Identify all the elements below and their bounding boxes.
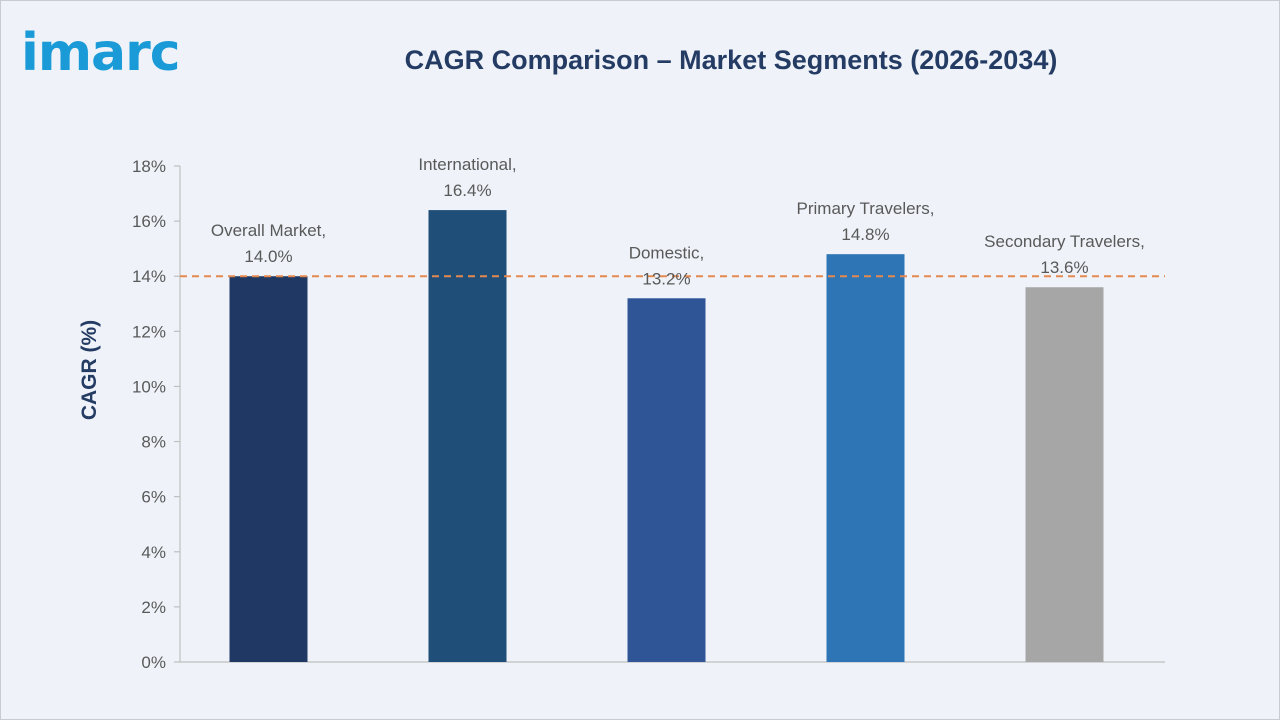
y-tick-label: 4% [141,543,166,562]
bar-overall-market [229,276,308,662]
data-labels: Overall Market, 14.0% International, 16.4% D… [211,155,1145,288]
y-axis [174,165,181,663]
data-label: Secondary Travelers, 13.6% [984,232,1145,277]
bars [229,210,1104,663]
y-tick-label: 2% [141,598,166,617]
y-tick-label: 8% [141,433,166,452]
y-tick-label: 6% [141,488,166,507]
data-label: International, 16.4% [418,155,516,200]
y-tick-label: 14% [132,267,166,286]
bar-international [428,210,507,663]
data-label: Primary Travelers, 14.8% [797,199,935,244]
y-tick-label: 10% [132,377,166,396]
data-label: Domestic, 13.2% [629,243,705,288]
y-tick-label: 18% [132,157,166,176]
bar-primary-travelers [826,254,905,662]
bar-domestic [627,298,706,662]
y-tick-label: 0% [141,653,166,672]
bar-secondary-travelers [1025,287,1104,662]
y-tick-label: 12% [132,322,166,341]
data-label: Overall Market, 14.0% [211,221,326,266]
y-axis-title: CAGR (%) [78,320,101,420]
y-tick-label: 16% [132,212,166,231]
chart-title: CAGR Comparison – Market Segments (2026-… [404,45,1058,75]
y-tick-labels: 0% 2% 4% 6% 8% 10% 12% 14% 16% 18% [132,157,166,672]
imarc-logo: imarc [21,23,181,83]
